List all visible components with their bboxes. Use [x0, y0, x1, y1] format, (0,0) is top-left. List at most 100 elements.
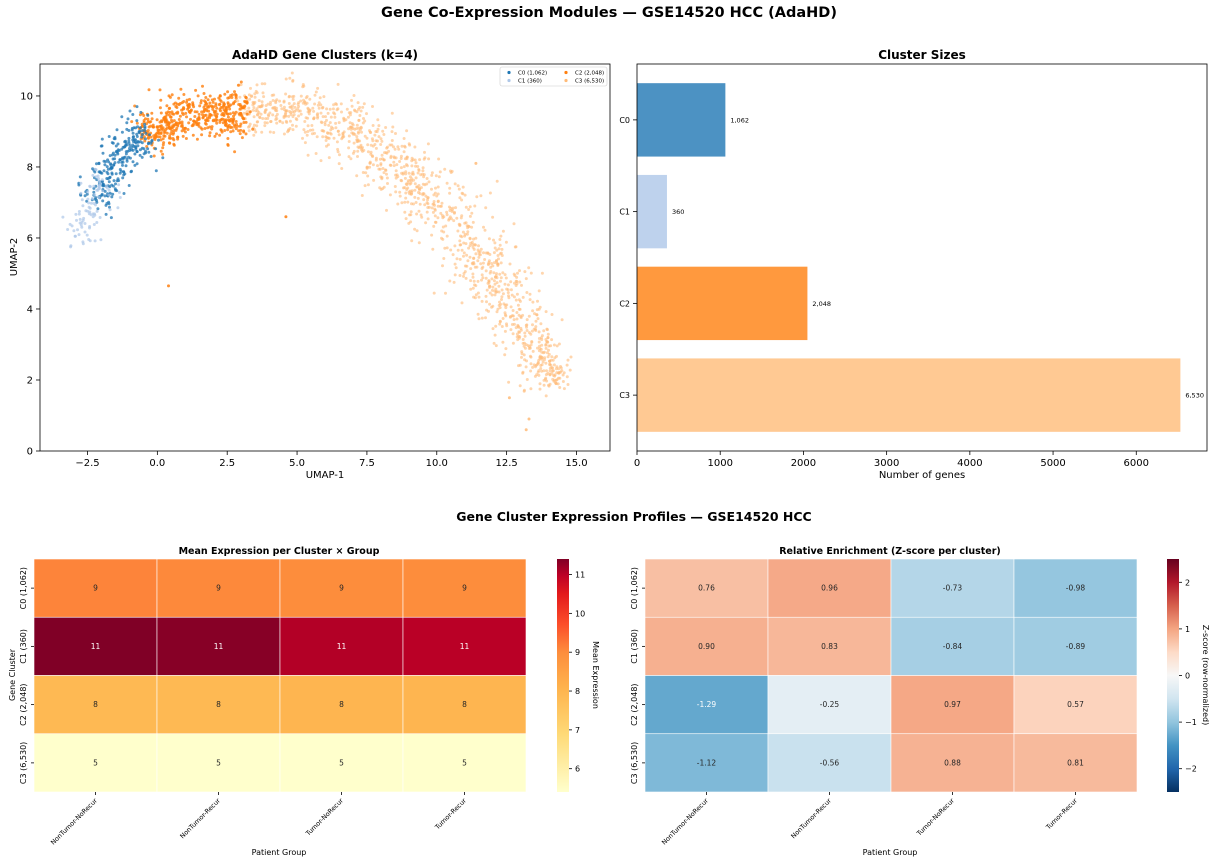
scatter-point-c3: [424, 194, 428, 198]
scatter-point-c0: [149, 155, 153, 158]
scatter-point-c3: [484, 276, 488, 280]
scatter-point-c3: [508, 262, 512, 266]
scatter-point-c2: [223, 129, 227, 132]
scatter-point-c1: [66, 228, 70, 231]
heatmap-cell: [156, 733, 281, 793]
scatter-point-c0: [140, 133, 144, 136]
heatmap-cell: [644, 558, 769, 618]
scatter-point-c2: [231, 118, 235, 122]
scatter-point-c3: [497, 247, 501, 251]
scatter-point-c2: [210, 127, 214, 131]
scatter-point-c0: [104, 160, 108, 164]
scatter-point-c3: [394, 156, 398, 160]
scatter-point-c2: [138, 113, 142, 117]
scatter-point-c2: [155, 125, 159, 129]
scatter-point-c3: [278, 99, 282, 103]
scatter-point-c3: [284, 77, 288, 81]
scatter-point-c3: [272, 131, 276, 134]
scatter-point-c3: [476, 279, 480, 283]
scatter-point-c2: [159, 149, 163, 153]
scatter-point-c3: [525, 318, 529, 322]
scatter-point-c3: [295, 118, 299, 122]
scatter-point-c3: [296, 102, 300, 106]
scatter-point-c3: [371, 163, 375, 167]
scatter-point-c3: [495, 248, 499, 252]
scatter-point-c0: [135, 119, 139, 123]
scatter-point-c3: [327, 156, 331, 160]
scatter-point-c0: [109, 216, 113, 220]
scatter-point-c3: [251, 108, 255, 112]
scatter-point-c0: [101, 151, 105, 155]
scatter-point-c2: [223, 92, 227, 96]
scatter-point-c3: [480, 299, 484, 303]
scatter-point-c0: [150, 139, 154, 143]
scatter-point-c2: [234, 127, 238, 131]
scatter-point-c0: [92, 190, 96, 194]
scatter-point-c2: [214, 119, 217, 123]
scatter-point-c3: [386, 182, 389, 185]
heatmap-cell: [1013, 616, 1138, 676]
scatter-point-c3: [456, 184, 460, 188]
scatter-point-c2: [172, 143, 176, 147]
scatter-point-c3: [544, 342, 548, 346]
scatter-point-c2: [201, 116, 205, 120]
scatter-point-c1: [107, 193, 111, 197]
scatter-point-c0: [134, 126, 138, 130]
scatter-point-c3: [496, 307, 500, 311]
scatter-point-c3: [460, 198, 464, 202]
heatmap-row-label: C0 (1,062): [19, 567, 28, 609]
scatter-point-c2: [186, 103, 190, 107]
heatmap-cell: [33, 733, 158, 793]
scatter-point-c3: [530, 340, 534, 343]
scatter-point-c3: [347, 140, 351, 143]
scatter-point-c3: [261, 117, 265, 120]
heatmap-row-label: C1 (360): [19, 629, 28, 664]
scatter-point-c3: [468, 244, 472, 248]
scatter-point-c3: [405, 129, 409, 133]
scatter-point-c3: [520, 350, 524, 354]
scatter-point-c0: [139, 110, 143, 114]
scatter-point-c2: [175, 127, 179, 130]
scatter-point-c3: [476, 312, 480, 316]
scatter-point-c3: [324, 139, 328, 142]
scatter-point-c2: [185, 115, 188, 119]
scatter-point-c3: [460, 301, 464, 305]
scatter-point-c3: [301, 101, 305, 105]
scatter-point-c2: [203, 127, 207, 130]
scatter-point-c1: [117, 183, 121, 187]
scatter-point-c3: [394, 132, 397, 135]
scatter-point-c3: [444, 291, 447, 295]
scatter-point-c2: [159, 111, 163, 115]
scatter-point-c0: [92, 186, 96, 190]
scatter-point-c3: [482, 225, 485, 229]
scatter-point-c0: [77, 183, 81, 187]
scatter-point-c1: [79, 191, 83, 195]
scatter-point-c3: [252, 123, 256, 127]
scatter-point-c0: [138, 153, 142, 157]
scatter-point-c3: [410, 239, 414, 243]
scatter-point-c3: [279, 104, 283, 107]
scatter-point-c0: [127, 141, 131, 145]
scatter-point-c3: [418, 192, 422, 196]
scatter-point-c3: [480, 316, 484, 320]
scatter-point-c3: [561, 380, 565, 383]
scatter-point-c3: [436, 200, 440, 204]
scatter-point-c2: [158, 106, 162, 110]
scatter-point-c3: [323, 123, 327, 127]
scatter-point-c3: [355, 135, 359, 139]
heatmap-cell-label: 5: [339, 758, 344, 767]
scatter-point-c3: [288, 119, 292, 123]
scatter-point-c3: [248, 97, 252, 101]
scatter-point-c3: [496, 264, 500, 267]
scatter-point-c3: [492, 341, 496, 345]
scatter-point-c3: [443, 246, 447, 250]
scatter-point-c3: [470, 211, 474, 215]
scatter-point-c3: [423, 150, 426, 154]
scatter-point-c2: [226, 137, 230, 140]
scatter-point-c0: [107, 180, 111, 184]
scatter-point-c3: [416, 171, 420, 175]
scatter-point-c0: [127, 139, 131, 143]
scatter-point-c2: [197, 116, 201, 120]
scatter-point-c3: [445, 213, 449, 217]
scatter-point-c3: [453, 244, 457, 248]
